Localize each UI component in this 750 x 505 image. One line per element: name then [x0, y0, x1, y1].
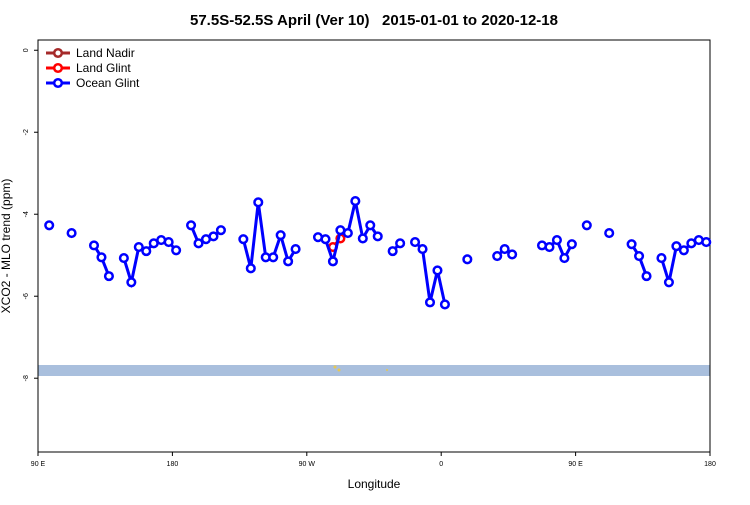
x-tick-label: 0: [439, 461, 443, 468]
data-point: [163, 237, 174, 248]
y-axis-label: XCO2 - MLO trend (ppm): [0, 179, 13, 314]
data-point: [678, 245, 689, 256]
data-point: [186, 220, 197, 231]
map-speck: [386, 369, 388, 371]
data-point: [559, 253, 570, 264]
data-point: [626, 239, 637, 250]
legend-swatch-marker: [52, 62, 64, 74]
data-point: [701, 237, 712, 248]
x-axis-label: Longitude: [348, 477, 401, 491]
legend-label: Ocean Glint: [76, 76, 140, 90]
x-tick-label: 180: [167, 461, 179, 468]
y-tick-label: 0: [23, 48, 30, 52]
plot-frame: [37, 39, 711, 453]
data-point: [499, 244, 510, 255]
data-point: [581, 220, 592, 231]
data-point: [141, 246, 152, 257]
legend-label: Land Glint: [76, 61, 131, 75]
data-point: [253, 197, 264, 208]
legend-swatch-marker: [52, 47, 64, 59]
data-point: [66, 228, 77, 239]
data-point: [88, 240, 100, 251]
map-speck: [333, 365, 337, 369]
y-tick-label: -4: [23, 211, 30, 217]
data-point: [462, 254, 473, 265]
x-tick-label: 90 W: [299, 461, 316, 468]
data-point: [432, 265, 443, 276]
data-point: [208, 231, 219, 242]
data-point: [215, 225, 226, 236]
data-point: [238, 234, 249, 245]
y-tick-label: -2: [23, 129, 30, 135]
x-tick-label: 90 E: [31, 461, 46, 468]
data-point: [357, 233, 368, 244]
data-point: [544, 241, 555, 253]
x-tick-label: 90 E: [568, 461, 583, 468]
data-point: [320, 234, 331, 245]
data-point: [245, 263, 256, 274]
data-point: [171, 245, 182, 256]
data-point: [663, 277, 674, 288]
data-point: [656, 253, 667, 264]
data-point: [604, 228, 615, 239]
data-point: [395, 238, 406, 249]
data-point: [290, 244, 301, 255]
data-point: [439, 299, 450, 310]
data-point: [507, 249, 518, 260]
data-point: [96, 252, 107, 263]
data-point: [342, 228, 353, 239]
legend-label: Land Nadir: [76, 46, 135, 60]
data-point: [327, 256, 338, 267]
data-point: [551, 235, 562, 246]
data-point: [492, 250, 503, 262]
data-point: [641, 271, 652, 282]
data-point: [126, 277, 137, 288]
data-point: [372, 231, 383, 242]
data-point: [387, 246, 398, 257]
data-point: [566, 239, 577, 250]
data-point: [44, 220, 55, 231]
data-point: [118, 253, 129, 264]
data-point: [275, 230, 286, 241]
data-point: [350, 196, 361, 207]
map-strip: [38, 365, 710, 376]
y-tick-label: -6: [23, 293, 30, 299]
data-point: [133, 241, 144, 253]
chart-title: 57.5S-52.5S April (Ver 10) 2015-01-01 to…: [190, 12, 558, 29]
data-point: [268, 252, 279, 263]
map-speck: [337, 368, 341, 372]
data-point: [283, 256, 294, 267]
x-tick-label: 180: [704, 461, 716, 468]
data-point: [424, 297, 436, 308]
data-point: [365, 220, 376, 231]
data-point: [410, 237, 421, 248]
data-point: [634, 250, 645, 262]
data-point: [193, 238, 204, 249]
data-point: [671, 241, 682, 252]
data-point: [417, 244, 428, 255]
y-tick-label: -8: [23, 375, 30, 381]
data-point: [103, 271, 114, 282]
legend-swatch-marker: [52, 77, 64, 89]
